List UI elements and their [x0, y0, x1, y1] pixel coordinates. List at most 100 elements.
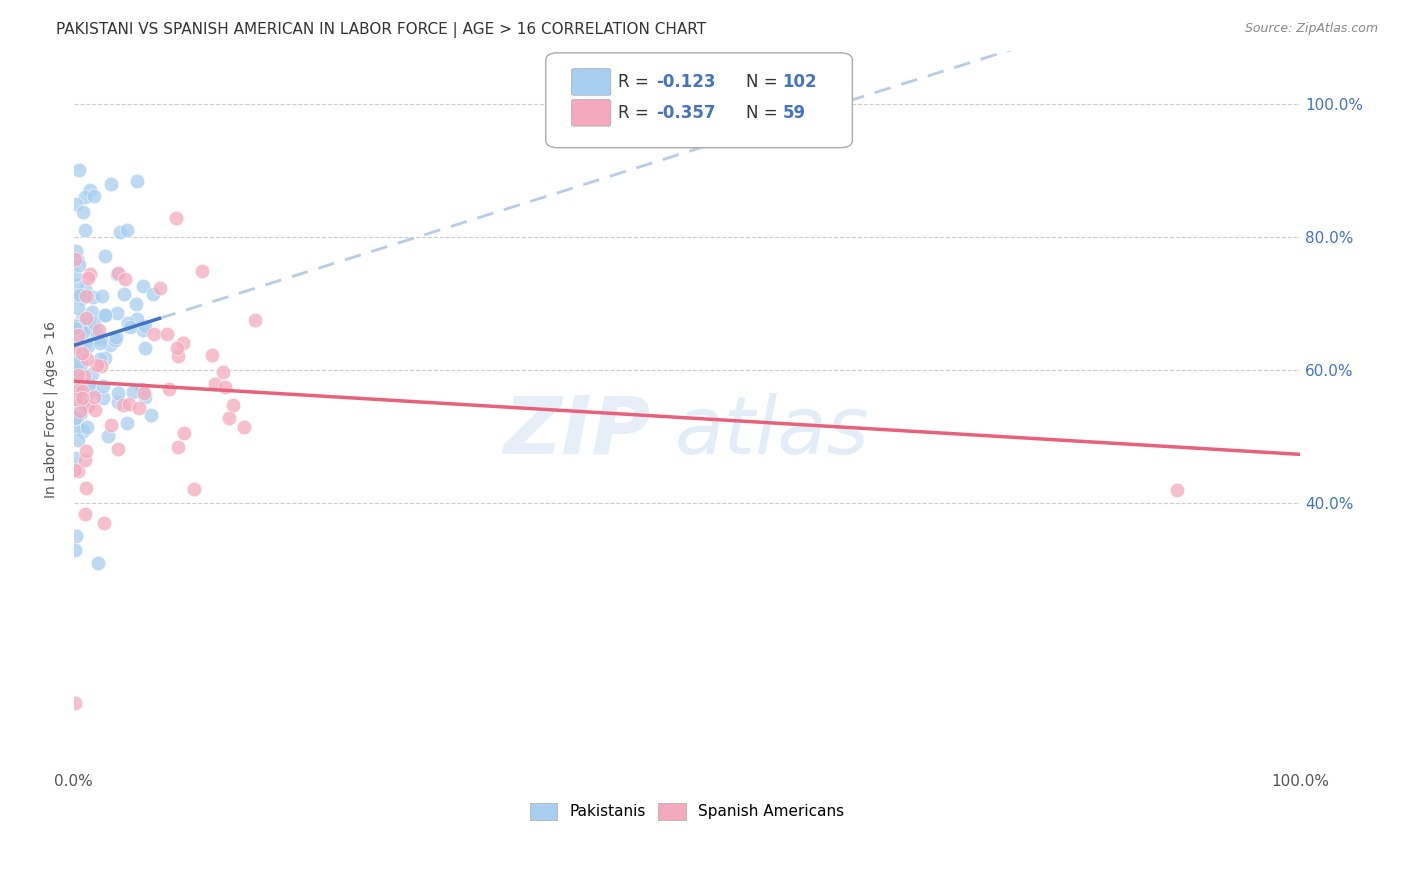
Point — [89, 322, 111, 336]
Point — [128, 401, 150, 416]
Point — [72, 205, 94, 219]
Point — [65, 378, 87, 392]
Text: ZIP: ZIP — [502, 392, 650, 471]
Point — [131, 382, 153, 396]
Point — [65, 529, 87, 543]
Point — [63, 321, 86, 335]
FancyBboxPatch shape — [546, 53, 852, 148]
Point — [222, 398, 245, 412]
Point — [67, 301, 90, 316]
Point — [114, 272, 136, 286]
Text: 102: 102 — [783, 72, 817, 91]
Point — [105, 267, 128, 281]
Text: -0.357: -0.357 — [657, 104, 716, 122]
Point — [204, 377, 226, 392]
Point — [72, 312, 94, 326]
Point — [65, 244, 87, 258]
Point — [77, 317, 100, 331]
Point — [90, 332, 112, 346]
Y-axis label: In Labor Force | Age > 16: In Labor Force | Age > 16 — [44, 321, 58, 499]
Point — [125, 297, 148, 311]
Point — [72, 424, 94, 438]
Point — [69, 318, 91, 333]
FancyBboxPatch shape — [571, 69, 610, 95]
Point — [107, 442, 129, 456]
Point — [79, 267, 101, 281]
Point — [89, 335, 111, 350]
Point — [91, 391, 114, 405]
Point — [65, 351, 87, 365]
Point — [63, 410, 86, 425]
Point — [132, 386, 155, 401]
Point — [63, 696, 86, 710]
Point — [141, 287, 163, 301]
Point — [75, 482, 97, 496]
Point — [63, 326, 86, 340]
Point — [66, 464, 89, 478]
Point — [63, 368, 86, 383]
Point — [73, 368, 96, 383]
Point — [76, 338, 98, 352]
Point — [76, 420, 98, 434]
Point — [75, 321, 97, 335]
Point — [67, 361, 90, 376]
Point — [167, 349, 190, 363]
Point — [121, 385, 143, 400]
Point — [73, 453, 96, 467]
Point — [94, 308, 117, 322]
Text: -0.123: -0.123 — [657, 72, 716, 91]
Point — [63, 463, 86, 477]
Point — [69, 404, 91, 418]
Point — [98, 338, 121, 352]
Point — [63, 384, 86, 398]
Point — [112, 287, 135, 301]
Point — [75, 336, 97, 351]
Point — [166, 341, 188, 355]
Text: R =: R = — [619, 104, 650, 122]
Point — [90, 359, 112, 373]
Point — [63, 318, 86, 333]
Point — [108, 225, 131, 239]
Point — [1166, 483, 1188, 497]
Point — [67, 163, 90, 178]
Point — [82, 384, 104, 399]
Point — [183, 482, 205, 496]
Point — [94, 351, 117, 366]
Point — [65, 392, 87, 406]
Point — [67, 384, 90, 398]
Point — [214, 380, 236, 394]
Point — [105, 306, 128, 320]
Point — [76, 352, 98, 367]
Point — [139, 408, 162, 422]
Point — [172, 336, 194, 351]
Point — [104, 333, 127, 347]
Text: Source: ZipAtlas.com: Source: ZipAtlas.com — [1244, 22, 1378, 36]
Text: N =: N = — [745, 72, 778, 91]
Point — [67, 258, 90, 272]
Point — [69, 287, 91, 301]
Point — [67, 359, 90, 374]
Point — [190, 264, 212, 278]
Point — [65, 196, 87, 211]
Point — [65, 341, 87, 355]
Point — [82, 290, 104, 304]
Point — [83, 189, 105, 203]
Point — [115, 223, 138, 237]
Point — [63, 340, 86, 354]
Point — [65, 356, 87, 370]
Point — [63, 289, 86, 303]
Point — [65, 346, 87, 360]
Point — [159, 382, 181, 396]
Point — [73, 190, 96, 204]
Text: PAKISTANI VS SPANISH AMERICAN IN LABOR FORCE | AGE > 16 CORRELATION CHART: PAKISTANI VS SPANISH AMERICAN IN LABOR F… — [56, 22, 706, 38]
Point — [66, 421, 89, 435]
Point — [243, 312, 266, 326]
Text: R =: R = — [619, 72, 650, 91]
Point — [72, 396, 94, 410]
Text: 59: 59 — [783, 104, 806, 122]
Point — [63, 451, 86, 466]
Point — [149, 281, 172, 295]
Point — [75, 507, 97, 521]
Text: N =: N = — [745, 104, 778, 122]
Point — [233, 419, 256, 434]
